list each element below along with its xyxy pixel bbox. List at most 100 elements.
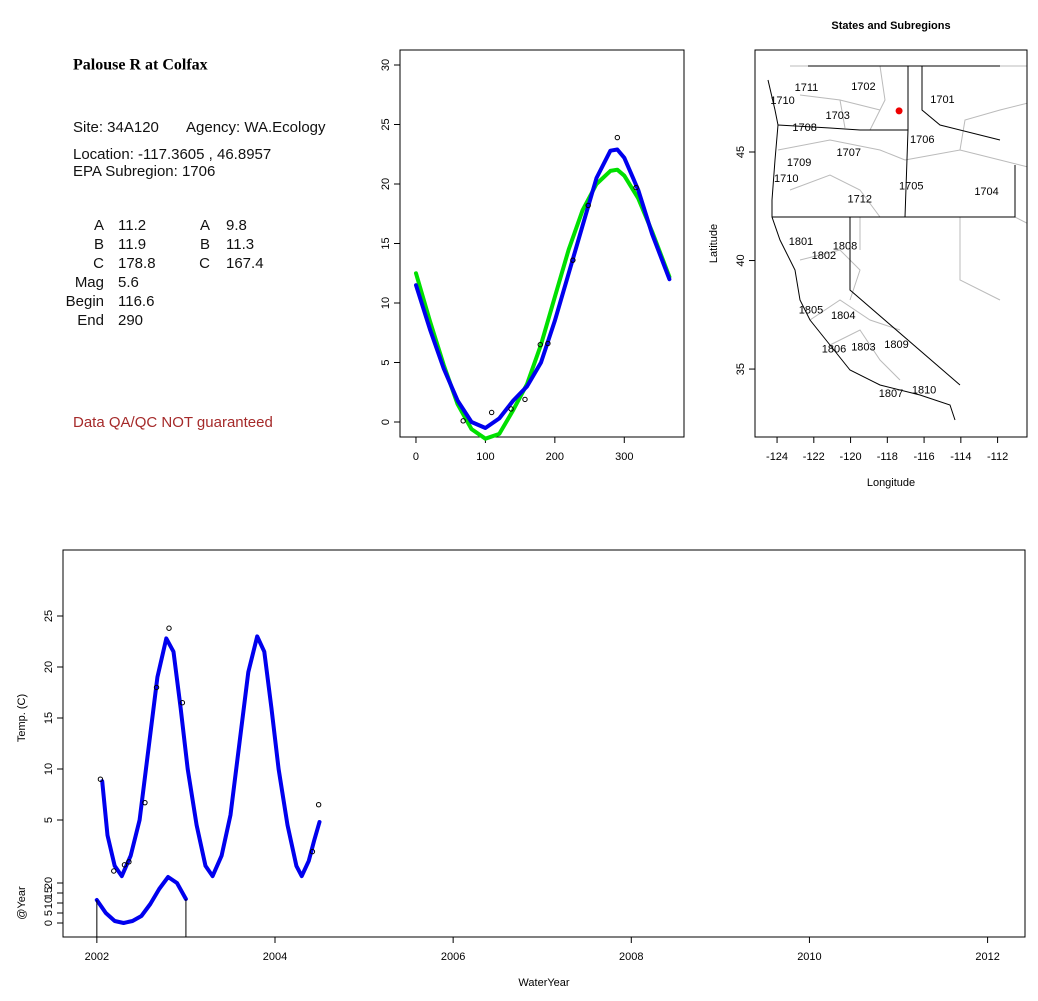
data-point: [126, 859, 132, 865]
location: Location: -117.3605 , 46.8957: [73, 146, 271, 163]
y-axis-label: Latitude: [708, 224, 720, 263]
y-tick-label: 40: [735, 254, 747, 266]
data-point: [508, 406, 514, 412]
x-tick-label: -124: [766, 451, 788, 463]
region-label: 1803: [851, 341, 875, 353]
param-cell: A: [94, 217, 104, 234]
data-point: [585, 202, 591, 209]
x-tick-label: -122: [803, 451, 825, 463]
region-label: 1707: [836, 147, 860, 159]
data-point: [97, 776, 104, 782]
param-cell: C: [199, 255, 210, 272]
y-tick-label: 10: [43, 897, 55, 909]
param-cell: End: [77, 312, 104, 329]
data-point: [309, 848, 316, 855]
y-tick-label: 5: [380, 359, 392, 365]
y-tick-label: 10: [43, 763, 55, 775]
region-label: 1712: [848, 194, 872, 206]
region-label: 1802: [812, 250, 836, 262]
region-label: 1711: [795, 82, 819, 94]
site-id: Site: 34A120: [73, 119, 159, 136]
data-point: [111, 868, 117, 874]
y-tick-label: 15: [380, 237, 392, 249]
param-cell: C: [93, 255, 104, 272]
x-tick-label: -118: [877, 451, 898, 463]
region-label: 1704: [974, 186, 998, 198]
curve: [100, 634, 322, 879]
subregion: EPA Subregion: 1706: [73, 163, 215, 180]
x-tick-label: 2010: [797, 951, 821, 963]
info-panel: Palouse R at Colfax Site: 34A120 Agency:…: [73, 57, 326, 431]
data-point: [522, 396, 528, 403]
region-label: 1801: [789, 236, 813, 248]
y-tick-label: 45: [735, 146, 747, 158]
y-tick-label: 15: [43, 712, 55, 724]
data-point: [545, 340, 551, 347]
region-label: 1808: [833, 240, 857, 252]
x-axis-label: Longitude: [867, 477, 915, 489]
param-cell: B: [94, 236, 104, 253]
y-axis-label: @Year: [16, 886, 28, 920]
param-cell: Begin: [66, 293, 104, 310]
data-point: [315, 802, 322, 808]
data-point: [121, 862, 128, 868]
y-axis-label: Temp. (C): [16, 694, 28, 742]
x-tick-label: 2008: [619, 951, 643, 963]
data-point: [460, 418, 466, 424]
region-label: 1810: [912, 385, 936, 397]
data-point: [633, 184, 639, 191]
y-tick-label: 20: [380, 178, 392, 190]
data-point: [488, 409, 495, 416]
y-tick-label: 10: [380, 297, 392, 309]
param-cell: 167.4: [226, 255, 264, 272]
region-label: 1809: [884, 339, 908, 351]
region-label: 1701: [930, 94, 954, 106]
chart-title: States and Subregions: [831, 20, 950, 32]
plot-box: [399, 49, 685, 438]
param-cell: 290: [118, 312, 143, 329]
y-tick-label: 30: [380, 59, 392, 71]
y-tick-label: 25: [43, 610, 55, 622]
y-tick-label: 5: [43, 910, 55, 916]
param-cell: 5.6: [118, 274, 139, 291]
site-title: Palouse R at Colfax: [73, 57, 208, 74]
region-label: 1805: [799, 304, 823, 316]
param-cell: 9.8: [226, 217, 247, 234]
x-tick-label: 2004: [263, 951, 287, 963]
site-marker: [895, 107, 903, 115]
param-cell: 11.9: [118, 236, 146, 253]
param-cell: A: [200, 217, 210, 234]
region-label: 1708: [792, 122, 816, 134]
data-point: [614, 134, 621, 141]
x-tick-label: 200: [546, 451, 564, 463]
y-tick-label: 35: [735, 363, 747, 375]
x-tick-label: -116: [913, 451, 934, 463]
x-tick-label: -120: [840, 451, 862, 463]
region-label: 1807: [879, 388, 903, 400]
region-label: 1806: [822, 343, 846, 355]
map-outlines: [767, 65, 1027, 421]
param-cell: 11.2: [118, 217, 146, 234]
data-point: [537, 341, 543, 348]
curve: [94, 875, 188, 925]
x-tick-label: 2012: [975, 951, 999, 963]
x-axis-label: WaterYear: [518, 977, 569, 989]
agency: Agency: WA.Ecology: [186, 119, 326, 136]
region-label: 1709: [787, 157, 811, 169]
param-cell: 11.3: [226, 236, 254, 253]
param-cell: Mag: [75, 274, 104, 291]
data-point: [153, 684, 160, 691]
param-cell: 178.8: [118, 255, 156, 272]
y-tick-label: 20: [43, 877, 55, 889]
data-point: [166, 625, 172, 631]
param-cell: B: [200, 236, 210, 253]
x-tick-label: -114: [950, 451, 971, 463]
data-point: [142, 799, 148, 806]
y-tick-label: 5: [43, 817, 55, 823]
region-label: 1804: [831, 310, 855, 322]
y-tick-label: 20: [43, 661, 55, 673]
plot-box: [62, 549, 1026, 938]
x-tick-label: -112: [987, 451, 1008, 463]
region-label: 1710: [770, 95, 794, 107]
